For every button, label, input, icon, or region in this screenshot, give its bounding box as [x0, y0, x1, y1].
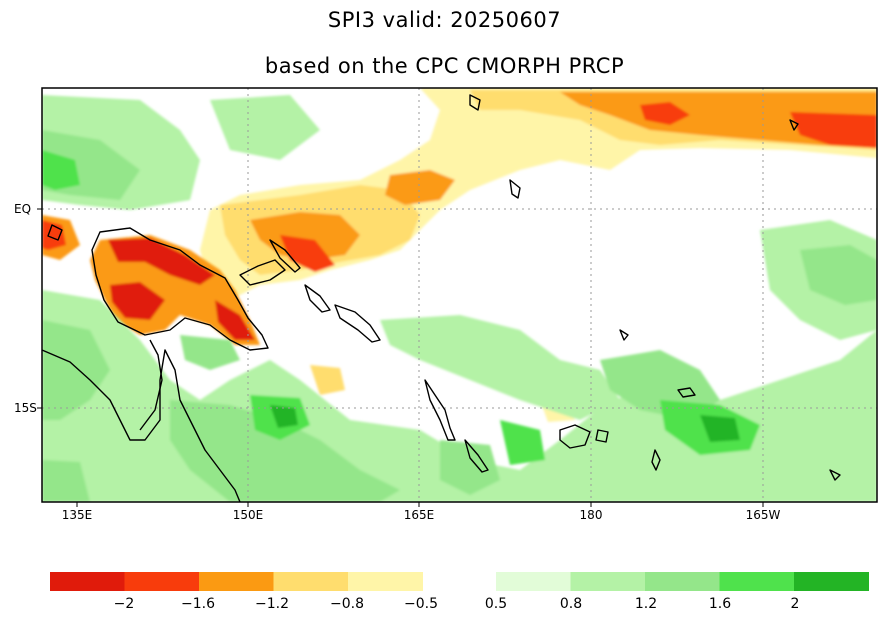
colorbar [50, 572, 869, 591]
x-tick-165e: 165E [403, 508, 435, 522]
y-tick-15s: 15S [14, 401, 37, 415]
x-tick-165w: 165W [745, 508, 781, 522]
colorbar-label: 0.5 [484, 596, 508, 612]
coast-kiribati [789, 119, 799, 131]
coast-west-islands [47, 224, 63, 241]
map-frame [41, 87, 878, 503]
colorbar-label: −0.5 [404, 596, 438, 612]
colorbar-swatch-positive [794, 572, 869, 591]
x-tick-180: 180 [579, 508, 603, 522]
coast-micronesia [509, 179, 521, 199]
coast-new-guinea [91, 227, 269, 351]
x-tick-135e: 135E [61, 508, 93, 522]
coast-new-britain [239, 259, 286, 286]
colorbar-label: 1.2 [634, 596, 658, 612]
x-tick-150e: 150E [232, 508, 264, 522]
coast-solomons [334, 304, 381, 343]
colorbar-label: −1.2 [255, 596, 289, 612]
coast-australia [42, 349, 241, 502]
new-guinea-dry-core [90, 235, 260, 345]
colorbar-label: 2 [790, 596, 800, 612]
dry-regions [42, 88, 877, 475]
map-subtitle: based on the CPC CMORPH PRCP [264, 54, 625, 78]
colorbar-swatch-negative [199, 572, 274, 591]
coast-bougainville [304, 284, 331, 313]
coast-vanuatu [424, 379, 456, 441]
tick-marks [37, 208, 764, 507]
map-title: SPI3 valid: 20250607 [327, 8, 562, 32]
coast-new-ireland [269, 239, 301, 273]
graticule [42, 88, 877, 502]
coast-cape-york [139, 339, 163, 431]
wet-regions [42, 95, 877, 502]
coast-tuvalu [619, 329, 629, 341]
coast-north-islands [469, 94, 481, 111]
coastlines [42, 94, 841, 502]
colorbar-label: 1.6 [708, 596, 732, 612]
colorbar-swatch-positive [496, 572, 571, 591]
coast-new-caledonia [464, 439, 489, 473]
colorbar-label: −0.8 [330, 596, 364, 612]
colorbar-label: 0.8 [559, 596, 583, 612]
y-tick-eq: EQ [14, 202, 32, 216]
colorbar-swatch-positive [570, 572, 646, 591]
coast-fiji-east [595, 429, 609, 443]
colorbar-swatch-negative [348, 572, 423, 591]
colorbar-swatch-positive [719, 572, 795, 591]
coast-tonga [651, 449, 661, 471]
coast-fiji [559, 424, 591, 449]
coast-samoa [677, 387, 696, 398]
colorbar-swatch-negative [50, 572, 125, 591]
colorbar-swatch-positive [645, 572, 720, 591]
colorbar-label: −2 [113, 596, 135, 612]
colorbar-swatch-negative [124, 572, 200, 591]
colorbar-swatch-negative [273, 572, 349, 591]
anomaly-field [42, 88, 877, 502]
colorbar-label: −1.6 [181, 596, 215, 612]
coast-cooks [829, 469, 841, 481]
